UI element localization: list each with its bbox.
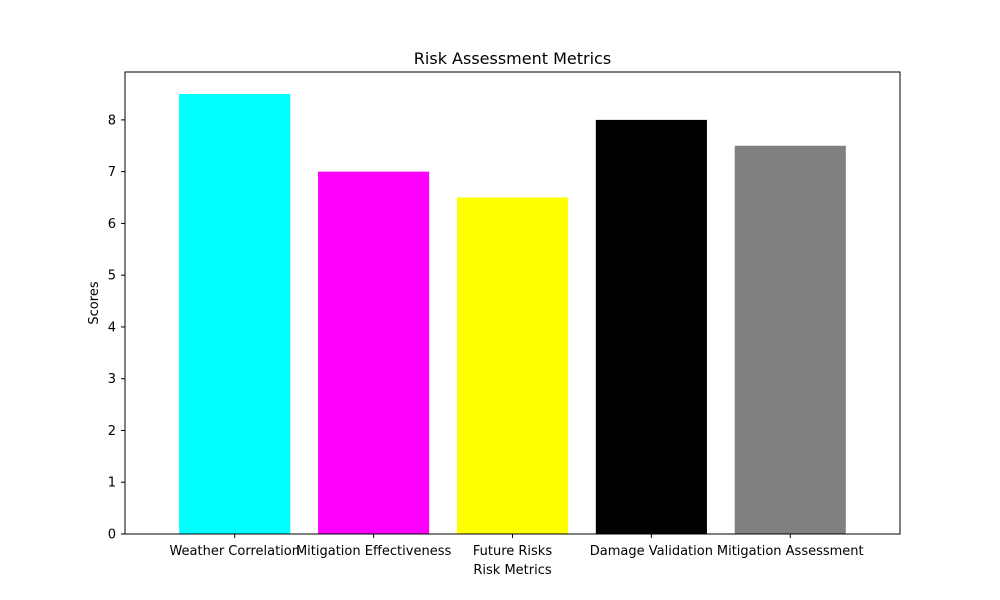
x-tick-label: Mitigation Effectiveness [296, 544, 452, 559]
bar-damage-validation [595, 119, 707, 534]
x-axis-label: Risk Metrics [473, 563, 551, 578]
bar-weather-correlation [179, 94, 291, 534]
y-tick-label: 8 [108, 113, 116, 128]
y-tick-label: 5 [108, 269, 116, 284]
y-axis: 0 1 2 3 4 5 6 7 8 [108, 113, 125, 543]
x-tick-label: Mitigation Assessment [717, 544, 864, 559]
chart-title: Risk Assessment Metrics [414, 49, 611, 68]
bar-future-risks [456, 197, 569, 534]
y-tick-label: 2 [108, 424, 116, 439]
bars-group [179, 94, 846, 534]
y-axis-label: Scores [87, 281, 102, 324]
y-tick-label: 0 [108, 528, 116, 543]
bar-mitigation-assessment [734, 145, 846, 534]
y-tick-label: 6 [108, 217, 116, 232]
y-tick-label: 1 [108, 476, 116, 491]
y-tick-label: 3 [108, 372, 116, 387]
bar-mitigation-effectiveness [318, 171, 430, 534]
y-tick-label: 7 [108, 165, 116, 180]
x-tick-label: Damage Validation [590, 544, 713, 559]
x-tick-label: Weather Correlation [169, 544, 300, 559]
y-tick-label: 4 [108, 320, 116, 335]
x-tick-label: Future Risks [473, 544, 552, 559]
